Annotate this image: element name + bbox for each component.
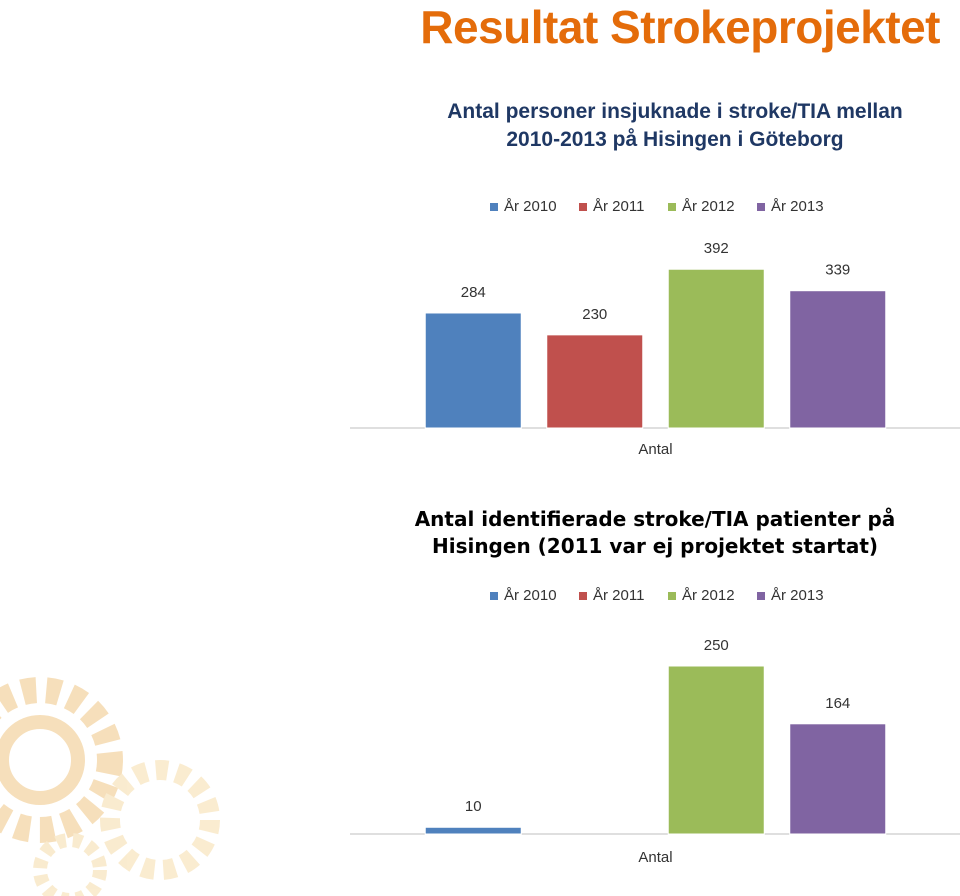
legend-label: År 2011	[593, 587, 644, 604]
legend-label: År 2013	[771, 198, 824, 215]
legend-label: År 2013	[771, 587, 824, 604]
legend-label: År 2012	[682, 587, 735, 604]
bar	[667, 665, 765, 835]
legend-label: År 2010	[504, 198, 557, 215]
value-label: 392	[704, 240, 729, 257]
slide-title: Resultat Strokeprojektet	[420, 1, 940, 53]
value-label: 10	[465, 798, 482, 815]
legend-label: År 2010	[504, 587, 557, 604]
bar	[789, 723, 887, 835]
legend-swatch	[757, 592, 765, 600]
value-label: 284	[461, 284, 486, 301]
legend-swatch	[579, 203, 587, 211]
legend-label: År 2011	[593, 198, 644, 215]
x-tick-label: Antal	[638, 441, 672, 458]
bar	[667, 268, 765, 429]
value-label: 230	[582, 306, 607, 323]
value-label: 339	[825, 262, 850, 279]
legend-swatch	[668, 592, 676, 600]
legend-swatch	[490, 203, 498, 211]
bar	[424, 826, 522, 835]
gear-decoration	[0, 677, 220, 896]
legend-swatch	[579, 592, 587, 600]
bar	[424, 312, 522, 429]
legend-label: År 2012	[682, 198, 735, 215]
bar	[546, 334, 644, 429]
x-tick-label: Antal	[638, 849, 672, 866]
value-label: 250	[704, 637, 729, 654]
legend-swatch	[490, 592, 498, 600]
legend-swatch	[757, 203, 765, 211]
bar	[789, 290, 887, 429]
chart-title: Antal identifierade stroke/TIA patienter…	[414, 507, 896, 558]
legend-swatch	[668, 203, 676, 211]
chart-title: Antal personer insjuknade i stroke/TIA m…	[447, 100, 903, 152]
value-label: 164	[825, 695, 850, 712]
